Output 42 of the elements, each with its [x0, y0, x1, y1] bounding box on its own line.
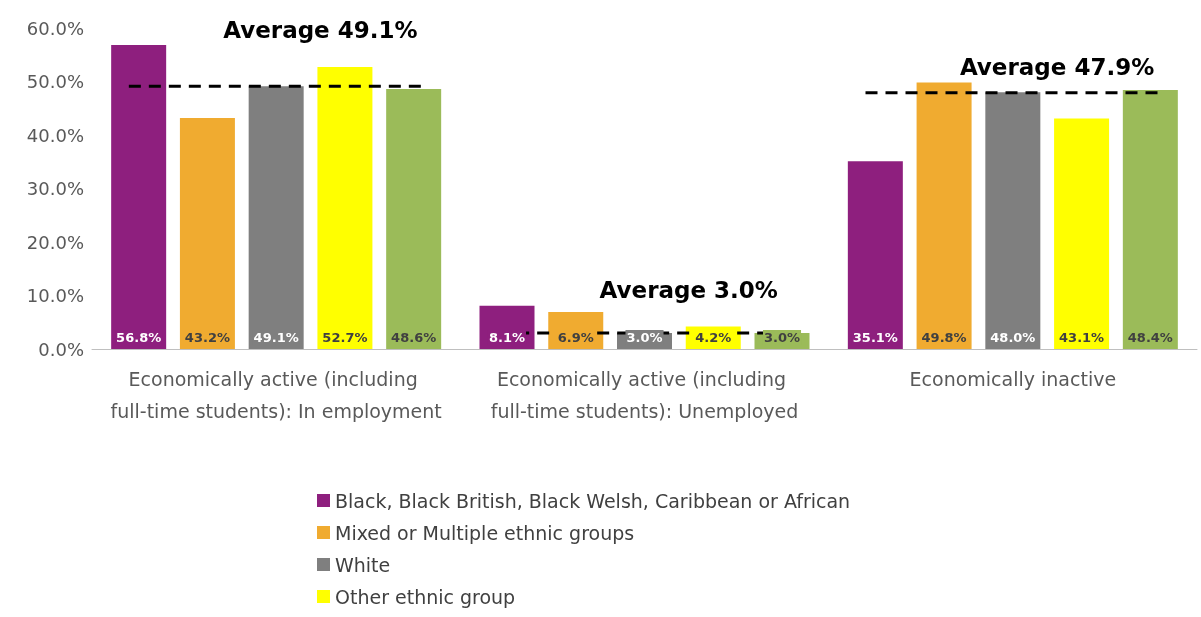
data-label: 4.2% [695, 330, 732, 345]
y-tick-label: 30.0% [26, 178, 84, 199]
x-tick-label: Economically active (including full-time students): Unemployed [490, 368, 799, 422]
data-label: 56.8% [116, 330, 162, 345]
y-tick-label: 60.0% [26, 17, 84, 39]
ref-line-label: Average 3.0% [599, 277, 778, 304]
bar [317, 67, 373, 349]
bar [111, 45, 167, 349]
bar [248, 86, 304, 349]
legend-label: Black, Black British, Black Welsh, Caribbean or African [335, 489, 851, 512]
data-label: 43.2% [184, 330, 230, 345]
legend-label: Other ethnic group [335, 585, 516, 608]
data-label: 8.1% [488, 330, 526, 345]
data-label: 6.9% [557, 330, 594, 345]
data-label: 35.1% [852, 330, 898, 345]
y-tick-label: 40.0% [26, 124, 84, 146]
data-label: 49.8% [921, 330, 967, 345]
bar [1054, 118, 1110, 349]
data-label: 48.0% [990, 330, 1036, 345]
data-label: 43.1% [1059, 330, 1105, 345]
bar [386, 88, 442, 349]
data-label: 3.0% [763, 330, 801, 345]
x-tick-label: Economically inactive [909, 368, 1117, 390]
x-tick-label: Economically active (including full-time students): In employment [110, 368, 442, 422]
bar [847, 161, 903, 349]
y-tick-label: 10.0% [26, 285, 84, 306]
bar [1122, 90, 1178, 349]
ref-line-label: Average 49.1% [223, 16, 418, 43]
y-tick-label: 0.0% [38, 338, 84, 360]
bar [985, 92, 1041, 349]
bar [179, 117, 235, 349]
y-tick-label: 20.0% [26, 231, 84, 253]
y-tick-label: 50.0% [26, 71, 84, 92]
data-label: 52.7% [322, 330, 368, 345]
data-label: 48.4% [1127, 330, 1173, 345]
legend-label: Mixed or Multiple ethnic groups [335, 521, 635, 544]
ref-line-label: Average 47.9% [959, 54, 1155, 81]
data-label: 48.6% [391, 330, 437, 345]
data-label: 3.0% [626, 330, 663, 345]
legend-label: White [335, 553, 391, 576]
bar [916, 82, 972, 349]
data-label: 49.1% [253, 330, 299, 345]
